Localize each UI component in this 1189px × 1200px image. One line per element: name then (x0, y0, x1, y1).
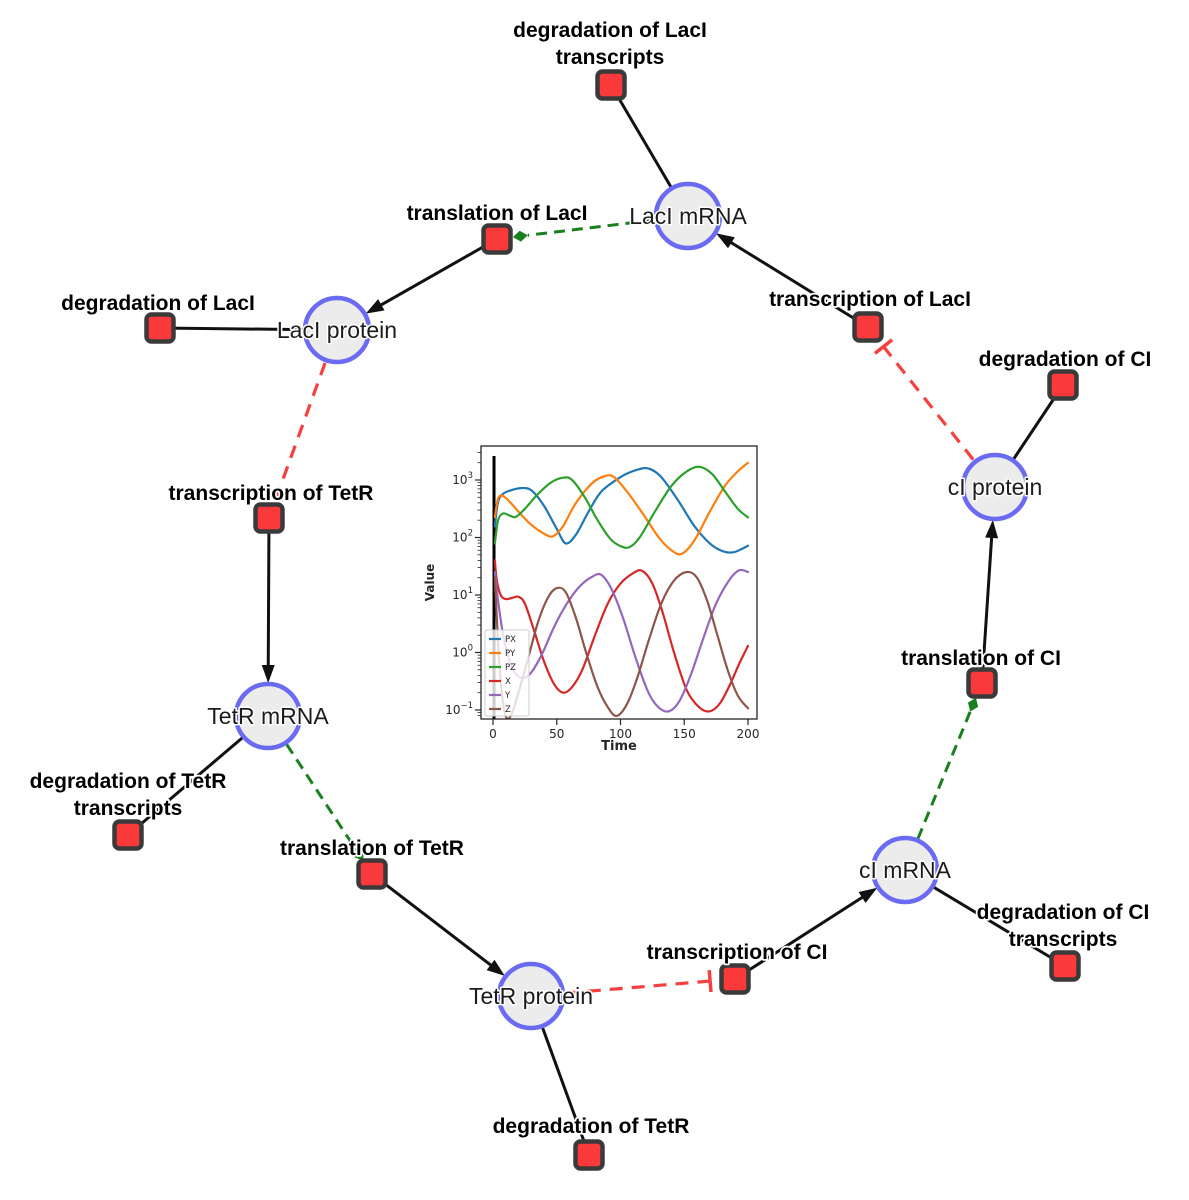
reaction-node-deg_tetr_tr[interactable] (112, 819, 144, 851)
legend-entry-PY: PY (505, 649, 516, 659)
reaction-label-deg_ci: degradation of CI (979, 348, 1152, 371)
edge-modifier-laci_mrna-transl_laci (512, 218, 655, 242)
reaction-node-deg_laci_tr[interactable] (595, 69, 627, 101)
edge-inhibition-tetr_protein-transcr_ci (565, 969, 713, 995)
plot-frame (480, 445, 758, 720)
legend: PX PY PZ XYZ (484, 629, 530, 717)
species-node-laci_protein[interactable] (302, 295, 372, 365)
species-label-tetr_protein: TetR protein (469, 983, 593, 1009)
edge-inhibition-ci_protein-transcr_laci (873, 338, 975, 461)
edge-production-transl_laci-laci_protein (365, 237, 498, 314)
reaction-label-deg_tetr_tr: degradation of TetR transcripts (30, 770, 227, 820)
modifier-diamond (354, 848, 364, 861)
time-series-plot: 0 50 100 150 200 10−1 100 101 102 103 PX PY PZ XYZ Tim… (423, 445, 760, 754)
inhibition-tee (266, 489, 289, 500)
reaction-label-transl_laci: translation of LacI (407, 202, 588, 225)
svg-text:100: 100 (609, 727, 632, 741)
legend-entry-PZ: PZ (505, 663, 516, 673)
edge-inhibition-laci_protein-transcr_tetr (266, 362, 327, 500)
legend-entry-Z: Z (505, 705, 511, 715)
edge-modifier-tetr_mrna-transl_tetr (285, 743, 364, 861)
reaction-label-deg_tetr: degradation of TetR (493, 1115, 690, 1138)
y-axis-title: Value (423, 564, 437, 602)
species-label-laci_protein: LacI protein (277, 317, 397, 343)
edge-modifier-ci_mrna-transl_ci (916, 697, 979, 840)
series-PY (493, 461, 750, 556)
arrowhead (716, 233, 735, 249)
svg-text:103: 103 (452, 471, 473, 487)
arrowhead (261, 664, 275, 684)
reaction-label-transcr_ci: transcription of CI (647, 941, 828, 964)
species-node-ci_mrna[interactable] (870, 835, 940, 905)
reaction-label-transcr_laci: transcription of LacI (769, 288, 971, 311)
labels-layer: degradation of LacI transcripts translatio… (28, 17, 1153, 1140)
reaction-node-deg_ci_tr[interactable] (1049, 950, 1081, 982)
reaction-label-deg_laci_tr: degradation of LacI transcripts (513, 19, 707, 69)
series-PZ (493, 465, 750, 549)
reaction-label-deg_ci_tr: degradation of CI transcripts (977, 901, 1150, 951)
species-node-tetr_protein[interactable] (496, 961, 566, 1031)
species-node-tetr_mrna[interactable] (233, 681, 303, 751)
edge-production-transcr_laci-laci_mrna (716, 233, 869, 329)
reaction-label-transl_ci: translation of CI (901, 647, 1061, 670)
nodes-layer (112, 69, 1081, 1171)
inhibition-tee (873, 338, 894, 355)
species-label-tetr_mrna: TetR mRNA (207, 703, 329, 729)
species-label-laci_mrna: LacI mRNA (629, 203, 747, 229)
arrowhead (985, 519, 999, 539)
arrowhead (365, 299, 385, 314)
reaction-node-transl_laci[interactable] (481, 223, 513, 255)
reaction-label-transl_tetr: translation of TetR (280, 837, 464, 860)
edge-production-transl_ci-ci_protein (980, 519, 999, 684)
svg-text:0: 0 (489, 727, 497, 741)
x-axis-title: Time (601, 739, 637, 754)
edge-production-transcr_ci-ci_mrna (734, 887, 878, 981)
series-X (493, 559, 750, 713)
svg-text:150: 150 (673, 727, 696, 741)
arrowhead (486, 959, 505, 976)
svg-text:102: 102 (452, 529, 473, 545)
reaction-label-deg_laci: degradation of LacI (61, 292, 255, 315)
arrowhead (858, 887, 878, 903)
species-node-ci_protein[interactable] (960, 452, 1030, 522)
species-label-ci_protein: cI protein (948, 474, 1043, 500)
reaction-node-transl_ci[interactable] (966, 667, 998, 699)
svg-text:50: 50 (549, 727, 564, 741)
svg-text:101: 101 (452, 586, 473, 602)
edge-production-transl_tetr-tetr_protein (371, 872, 505, 976)
series-PX (493, 466, 750, 554)
reaction-label-transcr_tetr: transcription of TetR (169, 482, 374, 505)
reaction-node-deg_laci[interactable] (144, 312, 176, 344)
modifier-diamond (967, 697, 979, 712)
svg-text:200: 200 (737, 727, 760, 741)
reaction-node-deg_tetr[interactable] (573, 1139, 605, 1171)
reaction-node-transcr_ci[interactable] (719, 963, 751, 995)
inhibition-tee (707, 969, 713, 993)
legend-entry-PX: PX (505, 635, 516, 645)
species-label-ci_mrna: cI mRNA (859, 857, 952, 883)
svg-text:100: 100 (452, 644, 473, 660)
modifier-diamond (512, 230, 528, 242)
edge-production-transcr_tetr-tetr_mrna (261, 517, 275, 684)
legend-entry-Y: Y (504, 691, 511, 701)
species-node-laci_mrna[interactable] (653, 181, 723, 251)
svg-text:10−1: 10−1 (445, 701, 473, 717)
reaction-node-transcr_laci[interactable] (852, 311, 884, 343)
reaction-node-transcr_tetr[interactable] (253, 502, 285, 534)
reaction-node-deg_ci[interactable] (1047, 369, 1079, 401)
legend-entry-X: X (505, 677, 511, 687)
reaction-node-transl_tetr[interactable] (356, 858, 388, 890)
